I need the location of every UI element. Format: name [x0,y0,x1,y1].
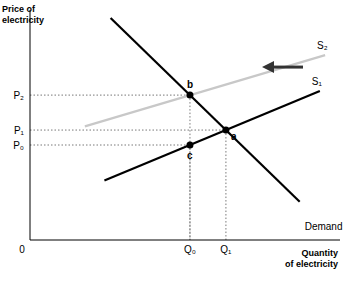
point-label: a [231,131,237,142]
curve [111,18,300,202]
y-axis [30,10,31,240]
plot-area [85,18,325,202]
guide-line [225,130,226,240]
x-axis [30,240,340,241]
x-axis-label: Quantity [301,248,338,258]
chart: 0 Q₀ Q₁ P₀ P₁ P₂ Price ofelectricity Quantityof… [0,0,359,293]
curve [104,91,319,180]
y-tick-label: P₂ [13,90,24,101]
curve-label: Demand [305,221,343,232]
y-axis-label: electricity [2,15,44,25]
curve-label: S₂ [317,40,328,51]
x-tick-label: Q₀ [184,244,196,255]
y-tick-label: P₀ [13,140,24,151]
x-axis-label: of electricity [285,259,338,269]
point-label: c [187,150,193,161]
guide-line [189,95,190,240]
point-label: b [187,79,193,90]
shift-arrow-head [262,61,274,73]
y-axis-label: Price of [2,4,36,14]
point [222,127,229,134]
x-tick-label: Q₁ [220,244,232,255]
curve [85,55,325,126]
curve-label: S₁ [312,76,323,87]
guide-line [30,95,190,96]
point [186,142,193,149]
y-tick-label: P₁ [14,125,25,136]
guide-line [30,130,226,131]
shift-arrow [272,66,303,69]
x-tick-label: 0 [19,244,25,255]
point [186,92,193,99]
guide-line [30,145,190,146]
